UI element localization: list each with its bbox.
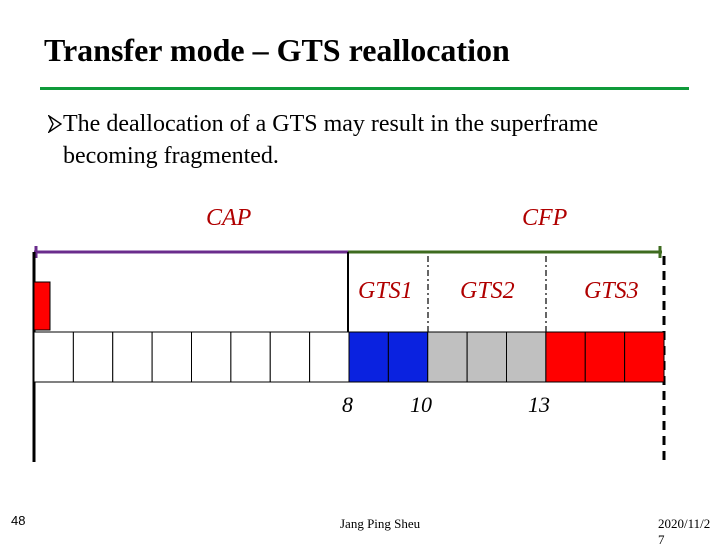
slot-number-8: 8: [342, 392, 353, 417]
slot-number-10: 10: [410, 392, 432, 417]
superframe-slot-5: [230, 331, 271, 383]
footer-date: 2020/11/27: [658, 516, 711, 547]
superframe-slot-4: [191, 331, 232, 383]
superframe-slot-9: [387, 331, 429, 383]
beacon-slot: [33, 281, 51, 331]
superframe-slot-15: [624, 331, 665, 383]
superframe-slot-11: [466, 331, 507, 383]
gts1-label: GTS1: [358, 278, 413, 304]
superframe-slot-3: [151, 331, 192, 383]
superframe-slot-14: [584, 331, 626, 383]
slot-row: [33, 331, 665, 383]
slide-title: Transfer mode – GTS reallocation: [44, 32, 510, 68]
superframe-slot-13: [545, 331, 586, 383]
superframe-slot-1: [72, 331, 114, 383]
gts3-label: GTS3: [584, 278, 639, 304]
footer-author: Jang Ping Sheu: [340, 516, 421, 531]
cap-label: CAP: [206, 205, 252, 231]
cfp-label: CFP: [522, 205, 568, 231]
superframe-slot-8: [348, 331, 389, 383]
superframe-slot-10: [427, 331, 468, 383]
gts2-label: GTS2: [460, 278, 515, 304]
bullet-item: The deallocation of a GTS may result in …: [44, 108, 664, 172]
slot-number-13: 13: [528, 392, 550, 417]
arrow-bullet-icon: [48, 115, 62, 133]
bullet-text: The deallocation of a GTS may result in …: [63, 111, 599, 169]
title-underline: [40, 87, 689, 90]
superframe-slot-6: [269, 331, 311, 383]
page-number: 48: [11, 513, 26, 528]
superframe-slot-2: [112, 331, 153, 383]
superframe-slot-0: [33, 331, 74, 383]
superframe-slot-12: [506, 331, 547, 383]
superframe-slot-7: [309, 331, 350, 383]
